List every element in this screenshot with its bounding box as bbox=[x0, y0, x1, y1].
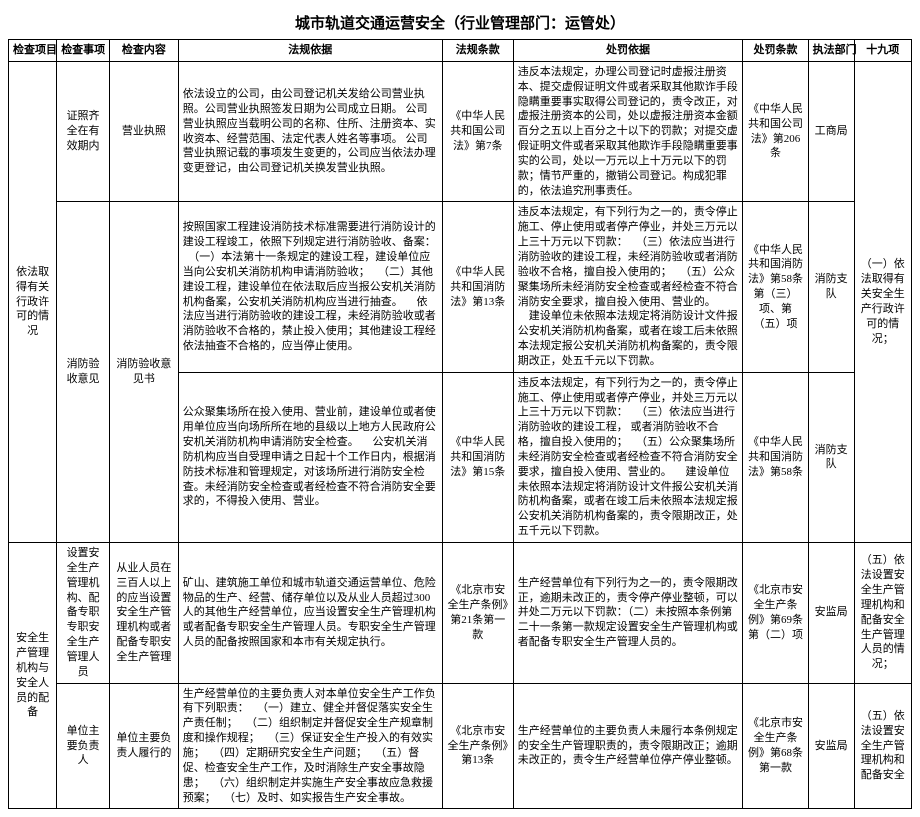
col-check-item: 检查事项 bbox=[57, 40, 110, 62]
col-nineteen: 十九项 bbox=[854, 40, 911, 62]
cell-penalty-basis: 违反本法规定，办理公司登记时虚报注册资本、提交虚假证明文件或者采取其他欺诈手段隐… bbox=[513, 61, 742, 202]
cell-law-basis: 按照国家工程建设消防技术标准需要进行消防设计的建设工程竣工，依照下列规定进行消防… bbox=[178, 202, 442, 372]
table-row: 安全生产管理机构与安全人员的配备 设置安全生产管理机构、配备专职专职安全生产管理… bbox=[9, 543, 912, 684]
cell-penalty-basis: 违反本法规定，有下列行为之一的，责令停止施工、停止使用或者停产停业，并处三万元以… bbox=[513, 372, 742, 542]
col-law-basis: 法规依据 bbox=[178, 40, 442, 62]
cell-law-basis: 公众聚集场所在投入使用、营业前，建设单位或者使用单位应当向场所所在地的县级以上地… bbox=[178, 372, 442, 542]
table-row: 依法取得有关行政许可的情况 证照齐全在有效期内 营业执照 依法设立的公司，由公司… bbox=[9, 61, 912, 202]
cell-law-clause: 《中华人民共和国消防法》第13条 bbox=[442, 202, 513, 372]
cell-enforce-dept: 安监局 bbox=[808, 543, 854, 684]
col-enforce-dept: 执法部门 bbox=[808, 40, 854, 62]
table-row: 消防验收意见 消防验收意见书 按照国家工程建设消防技术标准需要进行消防设计的建设… bbox=[9, 202, 912, 372]
cell-check-item: 设置安全生产管理机构、配备专职专职安全生产管理人员 bbox=[57, 543, 110, 684]
table-header-row: 检查项目 检查事项 检查内容 法规依据 法规条款 处罚依据 处罚条款 执法部门 … bbox=[9, 40, 912, 62]
cell-penalty-clause: 《中华人民共和国公司法》第206条 bbox=[743, 61, 808, 202]
cell-penalty-clause: 《北京市安全生产条例》第68条第一款 bbox=[743, 683, 808, 809]
col-check-content: 检查内容 bbox=[109, 40, 178, 62]
cell-penalty-clause: 《中华人民共和国消防法》第58条 bbox=[743, 372, 808, 542]
col-law-clause: 法规条款 bbox=[442, 40, 513, 62]
cell-penalty-basis: 生产经营单位有下列行为之一的，责令限期改正，逾期未改正的，责令停产停业整顿，可以… bbox=[513, 543, 742, 684]
cell-check-item: 证照齐全在有效期内 bbox=[57, 61, 110, 202]
cell-nineteen: （五）依法设置安全生产管理机构和配备安全 bbox=[854, 683, 911, 809]
cell-nineteen: （一）依法取得有关安全生产行政许可的情况； bbox=[854, 61, 911, 542]
cell-check-item: 单位主要负责人 bbox=[57, 683, 110, 809]
cell-penalty-clause: 《中华人民共和国消防法》第58条第（三）项、第（五）项 bbox=[743, 202, 808, 372]
cell-enforce-dept: 消防支队 bbox=[808, 202, 854, 372]
cell-enforce-dept: 安监局 bbox=[808, 683, 854, 809]
cell-penalty-basis: 生产经营单位的主要负责人未履行本条例规定的安全生产管理职责的，责令限期改正；逾期… bbox=[513, 683, 742, 809]
cell-check-item: 消防验收意见 bbox=[57, 202, 110, 543]
page-title: 城市轨道交通运营安全（行业管理部门：运管处） bbox=[8, 12, 912, 33]
col-penalty-basis: 处罚依据 bbox=[513, 40, 742, 62]
cell-law-basis: 生产经营单位的主要负责人对本单位安全生产工作负有下列职责： （一）建立、健全并督… bbox=[178, 683, 442, 809]
cell-enforce-dept: 工商局 bbox=[808, 61, 854, 202]
cell-law-clause: 《北京市安全生产条例》第13条 bbox=[442, 683, 513, 809]
table-row: 单位主要负责人 单位主要负责人履行的 生产经营单位的主要负责人对本单位安全生产工… bbox=[9, 683, 912, 809]
cell-law-basis: 依法设立的公司，由公司登记机关发给公司营业执照。公司营业执照签发日期为公司成立日… bbox=[178, 61, 442, 202]
cell-check-project: 安全生产管理机构与安全人员的配备 bbox=[9, 543, 57, 809]
cell-enforce-dept: 消防支队 bbox=[808, 372, 854, 542]
cell-check-content: 消防验收意见书 bbox=[109, 202, 178, 543]
cell-law-basis: 矿山、建筑施工单位和城市轨道交通运营单位、危险物品的生产、经营、储存单位以及从业… bbox=[178, 543, 442, 684]
cell-check-content: 单位主要负责人履行的 bbox=[109, 683, 178, 809]
cell-law-clause: 《北京市安全生产条例》第21条第一款 bbox=[442, 543, 513, 684]
cell-law-clause: 《中华人民共和国公司法》第7条 bbox=[442, 61, 513, 202]
cell-nineteen: （五）依法设置安全生产管理机构和配备安全生产管理人员的情况； bbox=[854, 543, 911, 684]
regulation-table: 检查项目 检查事项 检查内容 法规依据 法规条款 处罚依据 处罚条款 执法部门 … bbox=[8, 39, 912, 809]
cell-law-clause: 《中华人民共和国消防法》第15条 bbox=[442, 372, 513, 542]
cell-penalty-basis: 违反本法规定，有下列行为之一的，责令停止施工、停止使用或者停产停业，并处三万元以… bbox=[513, 202, 742, 372]
cell-check-project: 依法取得有关行政许可的情况 bbox=[9, 61, 57, 542]
col-check-project: 检查项目 bbox=[9, 40, 57, 62]
cell-check-content: 营业执照 bbox=[109, 61, 178, 202]
cell-penalty-clause: 《北京市安全生产条例》第69条第（二）项 bbox=[743, 543, 808, 684]
cell-check-content: 从业人员在三百人以上的应当设置安全生产管理机构或者配备专职安全生产管理 bbox=[109, 543, 178, 684]
col-penalty-clause: 处罚条款 bbox=[743, 40, 808, 62]
